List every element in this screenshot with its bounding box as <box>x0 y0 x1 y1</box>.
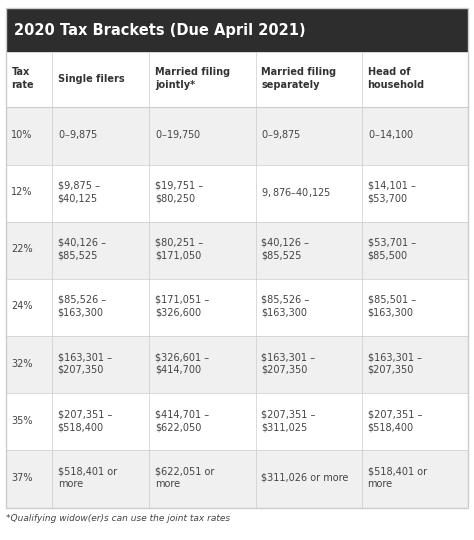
Text: $53,701 –
$85,500: $53,701 – $85,500 <box>368 238 416 261</box>
Text: Married filing
separately: Married filing separately <box>261 68 337 90</box>
Text: $207,351 –
$518,400: $207,351 – $518,400 <box>368 409 422 432</box>
Text: $163,301 –
$207,350: $163,301 – $207,350 <box>368 352 421 375</box>
Text: $0 – $9,875: $0 – $9,875 <box>58 129 98 141</box>
Text: 10%: 10% <box>11 130 33 140</box>
Text: $0 – $14,100: $0 – $14,100 <box>368 129 414 141</box>
Bar <box>6 336 468 393</box>
Text: $19,751 –
$80,250: $19,751 – $80,250 <box>155 181 203 204</box>
Text: $414,701 –
$622,050: $414,701 – $622,050 <box>155 409 209 432</box>
Text: $171,051 –
$326,600: $171,051 – $326,600 <box>155 295 209 318</box>
Text: $9,876 – $40,125: $9,876 – $40,125 <box>261 186 331 199</box>
Text: Married filing
jointly*: Married filing jointly* <box>155 68 230 90</box>
Text: $207,351 –
$518,400: $207,351 – $518,400 <box>58 409 112 432</box>
Text: 24%: 24% <box>11 301 33 312</box>
Text: 22%: 22% <box>11 244 33 254</box>
Text: $0 – $9,875: $0 – $9,875 <box>261 129 301 141</box>
Text: $518,401 or
more: $518,401 or more <box>58 467 117 489</box>
Bar <box>6 393 468 450</box>
Text: $326,601 –
$414,700: $326,601 – $414,700 <box>155 352 209 375</box>
Text: $311,026 or more: $311,026 or more <box>261 473 348 483</box>
Text: $40,126 –
$85,525: $40,126 – $85,525 <box>58 238 106 261</box>
Bar <box>6 279 468 336</box>
Text: $85,526 –
$163,300: $85,526 – $163,300 <box>58 295 106 318</box>
Text: $85,526 –
$163,300: $85,526 – $163,300 <box>261 295 310 318</box>
Text: 32%: 32% <box>11 359 33 368</box>
Bar <box>6 450 468 508</box>
Text: Tax
rate: Tax rate <box>11 68 34 90</box>
Text: 35%: 35% <box>11 416 33 426</box>
Bar <box>6 52 468 107</box>
Text: $40,126 –
$85,525: $40,126 – $85,525 <box>261 238 309 261</box>
Text: $518,401 or
more: $518,401 or more <box>368 467 427 489</box>
Text: Single filers: Single filers <box>58 74 124 84</box>
Text: 2020 Tax Brackets (Due April 2021): 2020 Tax Brackets (Due April 2021) <box>14 23 306 38</box>
Bar <box>6 222 468 279</box>
Text: $163,301 –
$207,350: $163,301 – $207,350 <box>261 352 315 375</box>
Text: 12%: 12% <box>11 187 33 197</box>
Text: $9,875 –
$40,125: $9,875 – $40,125 <box>58 181 100 204</box>
Bar <box>6 8 468 52</box>
Text: $80,251 –
$171,050: $80,251 – $171,050 <box>155 238 203 261</box>
Text: Head of
household: Head of household <box>368 68 425 90</box>
Text: $0 – $19,750: $0 – $19,750 <box>155 129 201 141</box>
Text: $622,051 or
more: $622,051 or more <box>155 467 214 489</box>
Text: $163,301 –
$207,350: $163,301 – $207,350 <box>58 352 112 375</box>
Text: *Qualifying widow(er)s can use the joint tax rates: *Qualifying widow(er)s can use the joint… <box>6 514 230 523</box>
Text: $14,101 –
$53,700: $14,101 – $53,700 <box>368 181 416 204</box>
Text: 37%: 37% <box>11 473 33 483</box>
Text: $85,501 –
$163,300: $85,501 – $163,300 <box>368 295 416 318</box>
Bar <box>6 165 468 222</box>
Text: $207,351 –
$311,025: $207,351 – $311,025 <box>261 409 316 432</box>
Bar <box>6 107 468 165</box>
